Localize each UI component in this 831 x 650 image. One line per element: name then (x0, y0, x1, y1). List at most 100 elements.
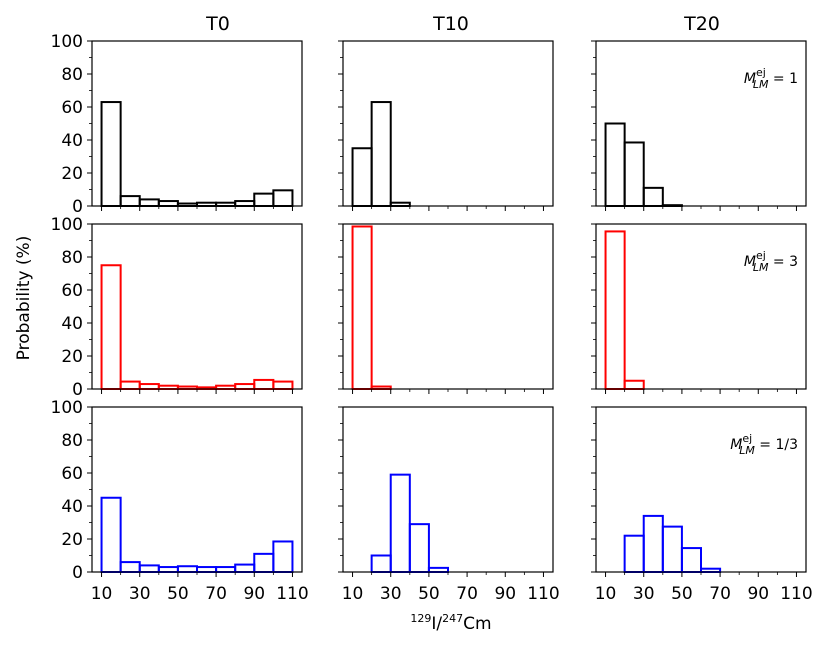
x-tick-label: 30 (129, 584, 151, 604)
histogram-bar (253, 552, 275, 573)
plot-frame (342, 406, 554, 573)
x-tick-label: 10 (91, 584, 113, 604)
y-tick-label: 60 (61, 98, 83, 118)
plot-frame (91, 40, 303, 207)
histogram-bar (389, 473, 411, 573)
panel-ratio-3-t20: Mej LM = 3 (591, 223, 807, 394)
x-tick-label: 50 (671, 584, 693, 604)
y-tick-label: 20 (61, 164, 83, 184)
x-axis-title: 129I/247Cm (410, 612, 491, 634)
x-tick-label: 90 (747, 584, 769, 604)
plot-frame (595, 40, 807, 207)
x-tick-label: 110 (276, 584, 308, 604)
histogram-bar (138, 198, 160, 207)
histogram-bar (408, 523, 430, 574)
column-title-t10: T10 (432, 13, 469, 35)
y-tick-label: 60 (61, 281, 83, 301)
histogram-bar (642, 514, 664, 574)
y-tick-label: 100 (51, 32, 83, 52)
panel-ratio-1-t10 (338, 40, 554, 211)
panel-ratio-1-t0: 0 20 40 60 80 100 (51, 32, 303, 217)
histogram-bar (272, 189, 294, 207)
x-tick-label: 110 (527, 584, 559, 604)
panel-ratio-1-3-t0: 0 20 40 60 80 100 10 30 50 70 90 110 (51, 398, 309, 604)
histogram-bar (661, 525, 683, 573)
histogram-bar (215, 566, 237, 573)
y-tick-label: 60 (61, 464, 83, 484)
column-titles: T0 T10 T20 (205, 13, 720, 35)
histogram-bar (157, 566, 179, 573)
x-tick-label: 90 (494, 584, 516, 604)
histogram-bar (370, 101, 392, 207)
mass-ratio-annotation: Mej LM = 1 (744, 66, 798, 91)
y-tick-label: 80 (61, 431, 83, 451)
histogram-bar (234, 563, 256, 574)
x-tick-label: 10 (342, 584, 364, 604)
y-tick-label: 80 (61, 65, 83, 85)
plot-frame (342, 223, 554, 390)
histogram-bar (623, 534, 645, 574)
panel-ratio-1-3-t20: 10 30 50 70 90 110 Mej LM = 1/3 (591, 406, 813, 604)
histogram-bar (272, 540, 294, 573)
y-tick-label: 20 (61, 530, 83, 550)
histogram-bar (642, 186, 664, 208)
histogram-bar (100, 264, 122, 390)
histogram-bar (623, 379, 645, 390)
y-tick-label: 40 (61, 131, 83, 151)
y-tick-label: 100 (51, 215, 83, 235)
histogram-bar (100, 496, 122, 573)
histogram-bar (176, 565, 198, 573)
mass-ratio-annotation: Mej LM = 1/3 (730, 432, 798, 457)
column-title-t20: T20 (683, 13, 720, 35)
mass-ratio-annotation: Mej LM = 3 (744, 249, 798, 274)
plot-frame (595, 223, 807, 390)
y-tick-label: 100 (51, 398, 83, 418)
histogram-bar (234, 383, 256, 390)
y-tick-label: 40 (61, 314, 83, 334)
histogram-bar (351, 225, 373, 390)
histogram-bar (623, 141, 645, 208)
x-tick-label: 10 (595, 584, 617, 604)
histogram-bar (604, 122, 626, 207)
y-axis-title: Probability (%) (14, 236, 34, 361)
panel-ratio-1-t20: Mej LM = 1 (591, 40, 807, 211)
y-tick-label: 0 (72, 380, 83, 400)
y-tick-label: 20 (61, 347, 83, 367)
histogram-bar (138, 564, 160, 574)
histogram-bar (253, 192, 275, 207)
column-title-t0: T0 (205, 13, 230, 35)
histogram-bar (427, 566, 449, 573)
histogram-bar (680, 547, 703, 574)
plot-frame (342, 40, 554, 207)
histogram-bar (604, 230, 626, 390)
histogram-bar (351, 147, 373, 207)
histogram-bar (272, 380, 294, 391)
histogram-bar (100, 101, 122, 207)
histogram-bar (138, 383, 160, 390)
x-tick-label: 50 (418, 584, 440, 604)
histogram-bar (253, 378, 275, 390)
histogram-bar (196, 566, 218, 573)
plot-frame (91, 406, 303, 573)
plot-frame (91, 223, 303, 390)
x-tick-label: 70 (709, 584, 731, 604)
histogram-bar (119, 380, 141, 391)
y-tick-label: 0 (72, 563, 83, 583)
x-tick-label: 90 (243, 584, 265, 604)
histogram-bar (119, 561, 141, 573)
panel-ratio-3-t10 (338, 223, 554, 394)
x-tick-label: 70 (456, 584, 478, 604)
y-tick-label: 80 (61, 248, 83, 268)
x-tick-label: 50 (167, 584, 189, 604)
y-tick-label: 0 (72, 197, 83, 217)
histogram-bar (119, 195, 141, 208)
histogram-bar (370, 554, 392, 573)
histogram-bar (234, 200, 256, 208)
x-tick-label: 70 (205, 584, 227, 604)
x-tick-label: 30 (633, 584, 655, 604)
y-tick-label: 40 (61, 497, 83, 517)
histogram-bar (157, 200, 179, 208)
x-tick-label: 110 (780, 584, 812, 604)
